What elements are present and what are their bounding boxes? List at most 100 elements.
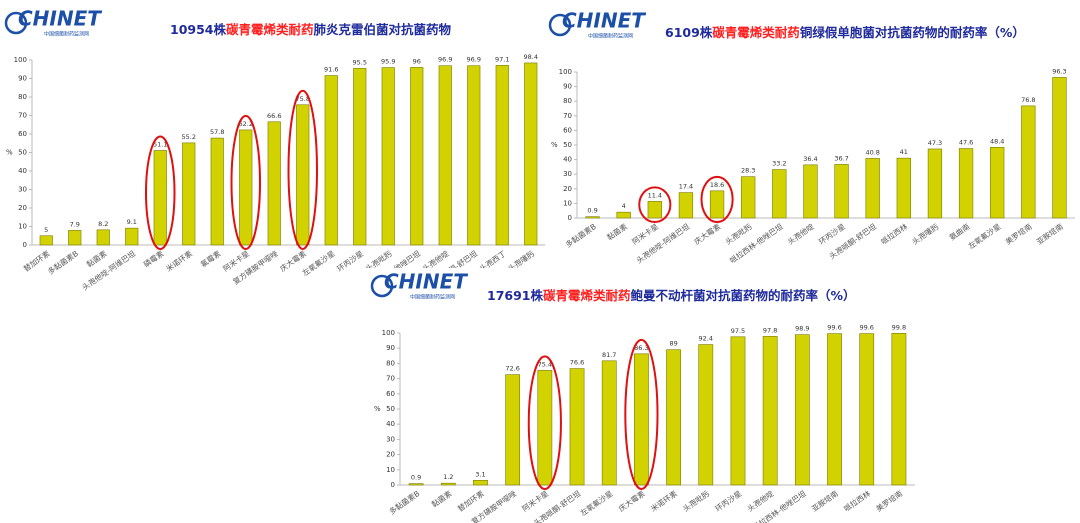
highlight-circle bbox=[527, 355, 562, 491]
y-tick-label: 70 bbox=[563, 112, 572, 120]
bar bbox=[39, 235, 53, 246]
highlight-circle bbox=[287, 89, 318, 250]
bar bbox=[678, 192, 694, 219]
value-label: 18.6 bbox=[710, 181, 724, 189]
logo-subtitle: 中国细菌耐药监测网 bbox=[44, 31, 89, 38]
highlight-circle bbox=[624, 338, 659, 490]
highlight-circle bbox=[700, 175, 734, 223]
value-label: 97.5 bbox=[731, 327, 745, 335]
y-tick-label: 20 bbox=[563, 185, 572, 193]
logo-icon bbox=[4, 11, 28, 35]
value-label: 95.9 bbox=[381, 58, 395, 66]
x-tick-label: 多黏菌素B bbox=[563, 221, 598, 249]
y-tick-label: 0 bbox=[391, 481, 395, 489]
y-tick-label: 100 bbox=[14, 56, 27, 64]
logo-icon bbox=[370, 274, 394, 298]
x-tick-label: 环丙沙星 bbox=[335, 249, 365, 274]
bar bbox=[891, 333, 907, 486]
y-axis-label: % bbox=[374, 405, 381, 413]
value-label: 9.1 bbox=[127, 218, 137, 226]
bar bbox=[569, 368, 585, 486]
bar bbox=[324, 75, 338, 246]
title-part: 铜绿假单胞菌对抗菌药物的耐药率（%） bbox=[800, 25, 1025, 40]
y-tick-label: 60 bbox=[18, 130, 27, 138]
bar bbox=[267, 121, 281, 246]
x-tick-label: 头孢他啶 bbox=[785, 221, 816, 247]
y-tick-label: 30 bbox=[18, 186, 27, 194]
logo-name: CHINET bbox=[562, 9, 646, 33]
bar bbox=[210, 137, 224, 246]
y-tick-label: 50 bbox=[18, 149, 27, 157]
value-label: 36.4 bbox=[803, 155, 817, 163]
value-label: 62.2 bbox=[239, 120, 253, 128]
bar bbox=[666, 349, 681, 486]
bar bbox=[859, 333, 875, 486]
title-part: 碳青霉烯类耐药 bbox=[543, 288, 631, 303]
x-tick-label: 黏菌素 bbox=[605, 221, 630, 242]
bar bbox=[524, 62, 538, 246]
value-label: 96.3 bbox=[1052, 67, 1066, 75]
value-label: 97.1 bbox=[495, 55, 509, 63]
x-tick-label: 庆大霉素 bbox=[692, 221, 723, 247]
bar bbox=[803, 164, 818, 219]
y-tick-label: 20 bbox=[18, 204, 27, 212]
y-tick-label: 10 bbox=[18, 223, 27, 231]
logo-name: CHINET bbox=[18, 7, 102, 31]
y-tick-label: 0 bbox=[23, 241, 27, 249]
bar bbox=[896, 157, 911, 219]
logo-icon bbox=[548, 13, 572, 37]
bar bbox=[698, 344, 714, 486]
x-tick-label: 氨曲南 bbox=[947, 221, 972, 242]
bar bbox=[1052, 77, 1067, 219]
value-label: 98.9 bbox=[795, 325, 809, 333]
y-tick-label: 40 bbox=[563, 156, 572, 164]
y-tick-label: 30 bbox=[386, 435, 395, 443]
bar bbox=[182, 142, 196, 246]
y-tick-label: 80 bbox=[18, 93, 27, 101]
bar bbox=[125, 227, 139, 246]
value-label: 8.2 bbox=[98, 220, 108, 228]
x-tick-label: 多黏菌素B bbox=[46, 248, 81, 276]
title-part: 碳青霉烯类耐药 bbox=[226, 22, 314, 37]
chart-title: 17691株碳青霉烯类耐药鲍曼不动杆菌对抗菌药物的耐药率（%） bbox=[487, 288, 856, 303]
y-tick-label: 90 bbox=[563, 83, 572, 91]
value-label: 3.1 bbox=[475, 470, 485, 478]
bar bbox=[709, 190, 725, 219]
value-label: 5 bbox=[44, 226, 48, 234]
y-axis-label: % bbox=[551, 141, 558, 149]
value-label: 40.8 bbox=[865, 148, 879, 156]
value-label: 81.7 bbox=[602, 351, 616, 359]
highlight-circle bbox=[638, 186, 672, 223]
title-part: 17691株 bbox=[487, 288, 543, 303]
value-label: 99.6 bbox=[827, 324, 841, 332]
bar bbox=[741, 176, 756, 219]
title-part: 肺炎克雷伯菌对抗菌药物 bbox=[314, 22, 452, 37]
bar bbox=[495, 65, 509, 246]
bar bbox=[438, 65, 452, 246]
value-label: 89 bbox=[669, 340, 677, 348]
y-tick-label: 50 bbox=[386, 405, 395, 413]
value-label: 96.9 bbox=[467, 56, 481, 64]
value-label: 96 bbox=[413, 57, 421, 65]
bar bbox=[762, 336, 778, 486]
chart-title: 6109株碳青霉烯类耐药铜绿假单胞菌对抗菌药物的耐药率（%） bbox=[665, 25, 1025, 40]
value-label: 75.4 bbox=[538, 360, 552, 368]
y-tick-label: 40 bbox=[386, 420, 395, 428]
y-tick-label: 60 bbox=[386, 390, 395, 398]
value-label: 33.2 bbox=[772, 160, 786, 168]
value-label: 41 bbox=[900, 148, 908, 156]
value-label: 17.4 bbox=[679, 183, 693, 191]
y-tick-label: 10 bbox=[386, 466, 395, 474]
bar bbox=[467, 65, 481, 246]
x-tick-label: 头孢噻肟 bbox=[910, 221, 941, 247]
x-tick-label: 米诺环素 bbox=[164, 248, 195, 274]
bar bbox=[647, 201, 662, 219]
y-tick-label: 40 bbox=[18, 167, 27, 175]
y-tick-label: 0 bbox=[568, 214, 572, 222]
y-tick-label: 100 bbox=[559, 68, 572, 76]
value-label: 76.8 bbox=[1021, 96, 1035, 104]
bar bbox=[408, 483, 424, 486]
title-part: 10954株 bbox=[170, 22, 226, 37]
